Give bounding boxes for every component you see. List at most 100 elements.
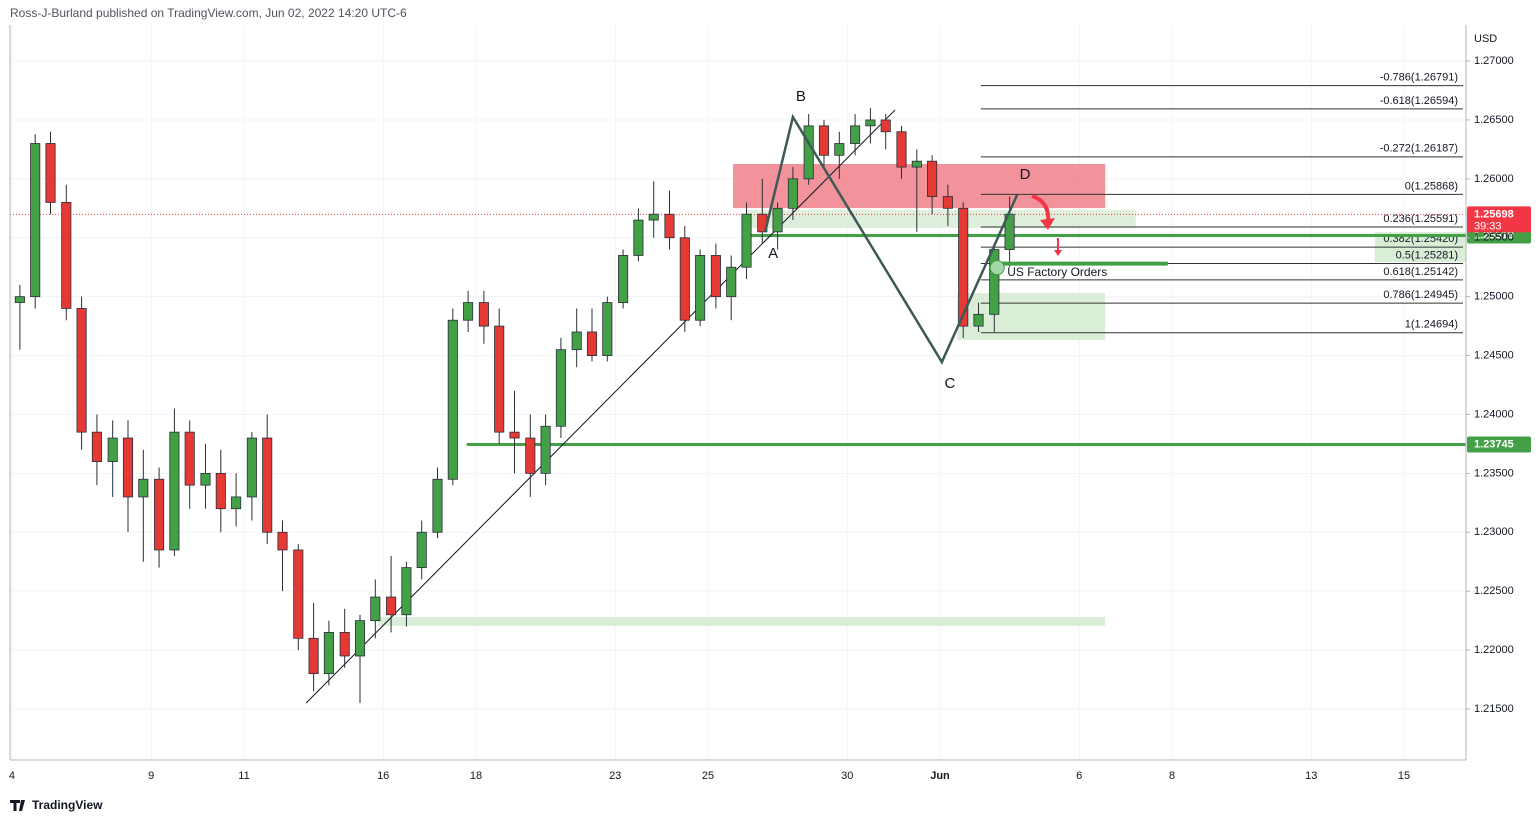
annotation-label: US Factory Orders — [1007, 265, 1107, 279]
candle-body — [834, 143, 845, 156]
candle-body — [880, 119, 891, 133]
candle-body — [14, 296, 25, 303]
candle-body — [154, 478, 165, 551]
zone — [745, 210, 1136, 228]
y-tick-label: 1.25000 — [1474, 291, 1514, 303]
y-tick-label: 1.23500 — [1474, 467, 1514, 479]
candle-body — [679, 237, 690, 321]
y-tick-label: 1.22000 — [1474, 644, 1514, 656]
fib-label: -0.272(1.26187) — [1380, 143, 1458, 155]
candle-body — [664, 213, 675, 239]
candle-body — [973, 313, 984, 327]
y-tick-label: 1.27000 — [1474, 55, 1514, 67]
header: Ross-J-Burland published on TradingView.… — [10, 6, 407, 20]
x-tick-label: 9 — [148, 770, 154, 782]
candle-body — [772, 207, 783, 233]
x-tick-label: 15 — [1398, 770, 1410, 782]
candle-body — [942, 196, 953, 209]
candle-body — [850, 125, 861, 144]
candle-body — [293, 549, 304, 639]
candle-body — [277, 531, 288, 551]
candle-body — [989, 249, 1000, 315]
y-tick-label: 1.26000 — [1474, 173, 1514, 185]
y-tick-label: 1.26500 — [1474, 114, 1514, 126]
candle-body — [540, 425, 551, 474]
candle-body — [787, 178, 798, 209]
candle-body — [200, 472, 211, 486]
arrow-down-head — [1054, 250, 1062, 256]
fib-label: 0.236(1.25591) — [1383, 213, 1458, 225]
price-badge-label: 1.23745 — [1474, 438, 1514, 450]
countdown-label: 39:33 — [1474, 220, 1502, 232]
candle-body — [911, 160, 922, 168]
candle-body — [323, 632, 334, 675]
y-tick-label: 1.21500 — [1474, 703, 1514, 715]
candle-body — [571, 331, 582, 351]
candle-body — [463, 302, 474, 321]
candle-body — [741, 213, 752, 268]
x-tick-label: 25 — [702, 770, 714, 782]
candle-body — [695, 255, 706, 321]
fib-label: 0(1.25868) — [1405, 180, 1458, 192]
candle-body — [308, 637, 319, 675]
y-tick-label: 1.22500 — [1474, 585, 1514, 597]
candle-body — [122, 437, 134, 498]
candle-body — [61, 202, 72, 309]
candle-body — [262, 437, 273, 533]
fib-label: 1(1.24694) — [1405, 319, 1458, 331]
last-price-label: 1.25698 — [1474, 208, 1514, 220]
footer-brand: TradingView — [32, 798, 103, 812]
x-tick-label: 4 — [9, 770, 15, 782]
candle-body — [586, 331, 598, 356]
candle-body — [602, 302, 613, 356]
pattern-line — [763, 113, 1019, 365]
x-tick-label: Jun — [930, 770, 950, 782]
pattern-label: D — [1020, 166, 1031, 183]
candle-body — [339, 632, 350, 657]
zone — [378, 616, 1106, 626]
candle-body — [370, 596, 381, 622]
x-tick-label: 18 — [470, 770, 482, 782]
candle-body — [184, 431, 195, 486]
y-tick-label: 1.23000 — [1474, 526, 1514, 538]
fib-label: -0.618(1.26594) — [1380, 95, 1458, 107]
annotation-dot — [989, 260, 1005, 276]
candle-body — [648, 213, 659, 221]
arrow-curve — [1031, 194, 1051, 223]
candle-body — [447, 319, 458, 480]
candle-body — [401, 567, 412, 616]
y-tick-label: 1.24000 — [1474, 408, 1514, 420]
fib-label: 0.5(1.25281) — [1396, 249, 1458, 261]
fib-label: 0.618(1.25142) — [1383, 266, 1458, 278]
x-tick-label: 30 — [841, 770, 853, 782]
x-tick-label: 23 — [609, 770, 621, 782]
candle-body — [45, 143, 56, 203]
currency-label: USD — [1474, 33, 1497, 45]
y-tick-label: 1.24500 — [1474, 349, 1514, 361]
last-price-badge — [1467, 206, 1531, 233]
candle-body — [494, 325, 505, 433]
x-tick-label: 11 — [238, 770, 249, 782]
pattern-label: B — [796, 88, 806, 105]
price-badge — [1467, 436, 1531, 453]
candle-layer — [14, 108, 1015, 704]
fib-label: 0.786(1.24945) — [1383, 289, 1458, 301]
candle-body — [726, 266, 737, 298]
fib-label: -0.786(1.26791) — [1380, 72, 1458, 84]
candle-body — [618, 255, 629, 303]
pattern-label: A — [768, 245, 778, 262]
y-tick-label: 1.25500 — [1474, 232, 1514, 244]
candle-body — [231, 496, 242, 510]
candle-body — [803, 125, 814, 180]
x-tick-label: 8 — [1169, 770, 1175, 782]
candle-body — [416, 531, 427, 569]
candle-body — [386, 596, 397, 616]
candle-body — [246, 437, 257, 498]
candle-body — [958, 207, 969, 327]
pattern-label: C — [944, 375, 955, 392]
candle-body — [169, 431, 180, 551]
candle-body — [633, 219, 644, 256]
candle-body — [432, 478, 443, 533]
